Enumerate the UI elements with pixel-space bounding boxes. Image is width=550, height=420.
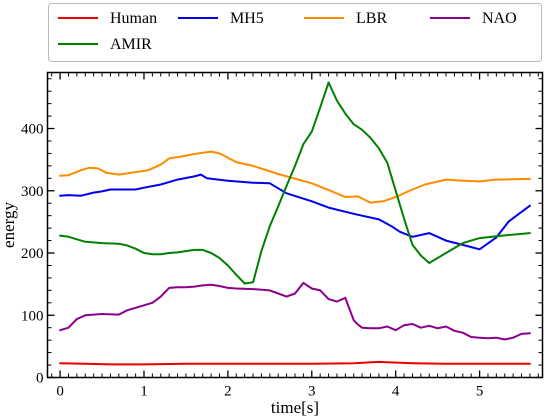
legend-box bbox=[48, 3, 542, 62]
legend-label: Human bbox=[110, 10, 157, 27]
x-tick-label: 5 bbox=[476, 384, 484, 400]
y-tick-label: 100 bbox=[21, 308, 44, 324]
y-tick-label: 400 bbox=[21, 122, 44, 138]
series-line-lbr bbox=[59, 150, 531, 204]
series-layer bbox=[59, 81, 531, 366]
legend: Human MH5 LBR NAO AMIR bbox=[48, 3, 542, 62]
legend-entry-human: Human bbox=[58, 10, 157, 27]
x-tick-label: 3 bbox=[308, 384, 316, 400]
legend-entry-mh5: MH5 bbox=[178, 10, 264, 27]
y-tick-label: 200 bbox=[21, 246, 44, 262]
x-tick-label: 0 bbox=[56, 384, 64, 400]
x-tick-label: 1 bbox=[140, 384, 148, 400]
y-tick-label: 0 bbox=[36, 371, 44, 387]
x-tick-label: 4 bbox=[392, 384, 400, 400]
legend-label: LBR bbox=[356, 10, 387, 27]
series-line-nao bbox=[59, 281, 531, 341]
legend-entry-amir: AMIR bbox=[58, 36, 152, 53]
y-tick-label: 300 bbox=[21, 184, 44, 200]
series-line-human bbox=[59, 360, 531, 366]
series-line-mh5 bbox=[59, 173, 531, 251]
ticks-layer: 0 1 2 3 4 5 0 100 200 300 400 bbox=[21, 72, 543, 400]
y-axis-label: energy bbox=[0, 202, 18, 248]
legend-entry-lbr: LBR bbox=[304, 10, 387, 27]
legend-entry-nao: NAO bbox=[430, 10, 517, 27]
plot-frame bbox=[46, 71, 544, 379]
legend-label: MH5 bbox=[230, 10, 264, 27]
legend-label: AMIR bbox=[110, 36, 152, 53]
x-tick-label: 2 bbox=[224, 384, 232, 400]
series-line-amir bbox=[59, 81, 531, 285]
legend-label: NAO bbox=[482, 10, 517, 27]
x-axis-label: time[s] bbox=[271, 398, 319, 417]
